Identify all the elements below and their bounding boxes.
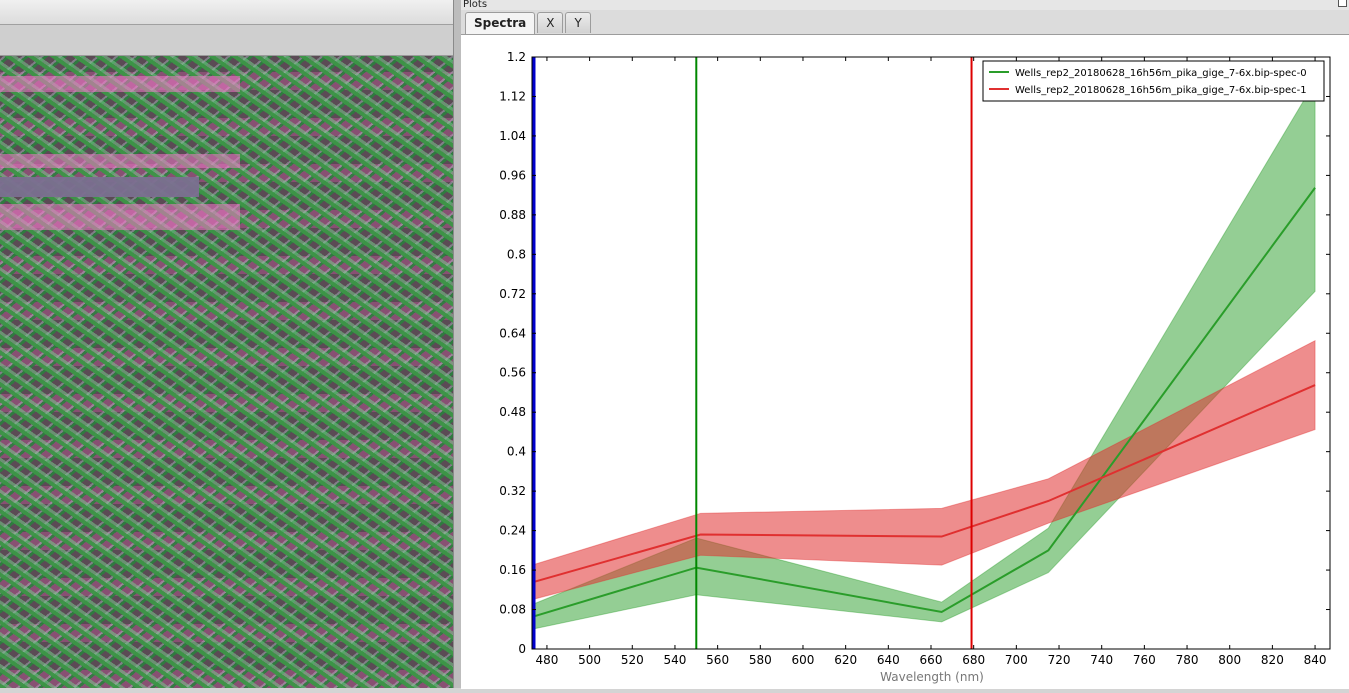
y-tick-label: 0 [518, 642, 526, 656]
y-tick-label: 0.4 [507, 445, 526, 459]
y-tick-label: 1.2 [507, 50, 526, 64]
y-tick-label: 0.8 [507, 247, 526, 261]
viewer-title-bar [0, 0, 456, 25]
spectra-chart[interactable]: 480 500 520 540 560 580 600 620 640 660 680 700 720 7… [461, 35, 1349, 689]
y-tick-label: 0.56 [499, 366, 526, 380]
x-tick-label: 820 [1261, 653, 1284, 667]
x-tick-label: 500 [578, 653, 601, 667]
x-tick-label: 700 [1005, 653, 1028, 667]
y-tick-label: 0.48 [499, 405, 526, 419]
x-tick-label: 680 [962, 653, 985, 667]
x-tick-label: 840 [1304, 653, 1327, 667]
y-ticks: 0 0.08 0.16 0.24 0.32 0.4 0.48 0.56 0.64 0.72 0.8 0… [499, 50, 1330, 656]
plots-header: Plots [461, 0, 1349, 10]
x-tick-label: 780 [1176, 653, 1199, 667]
x-tick-label: 600 [792, 653, 815, 667]
series-1-line [531, 384, 1316, 584]
y-tick-label: 0.16 [499, 563, 526, 577]
x-tick-label: 720 [1048, 653, 1071, 667]
x-tick-label: 540 [664, 653, 687, 667]
legend-box [982, 60, 1325, 102]
plots-title: Plots [463, 0, 488, 10]
mean-lines [531, 187, 1316, 618]
x-tick-label: 740 [1090, 653, 1113, 667]
tab-y[interactable]: Y [565, 12, 591, 33]
x-tick-label: 480 [535, 653, 558, 667]
x-tick-label: 660 [920, 653, 943, 667]
legend: Wells_rep2_20180628_16h56m_pika_gige_7-6… [982, 60, 1325, 102]
plot-canvas-frame: 480 500 520 540 560 580 600 620 640 660 680 700 720 7… [461, 34, 1349, 689]
plots-panel: Plots Spectra X Y 480 500 520 540 560 580 600 6… [461, 0, 1349, 689]
image-texture [0, 154, 240, 168]
y-tick-label: 0.32 [499, 484, 526, 498]
tab-x[interactable]: X [537, 12, 564, 33]
viewer-toolbar [0, 25, 456, 56]
y-tick-label: 0.72 [499, 287, 526, 301]
y-tick-label: 0.08 [499, 603, 526, 617]
y-tick-label: 1.04 [499, 129, 526, 143]
y-tick-label: 1.12 [499, 89, 526, 103]
x-tick-label: 580 [749, 653, 772, 667]
x-tick-label: 640 [877, 653, 900, 667]
x-axis-label: Wavelength (nm) [880, 670, 984, 684]
plot-tabs: Spectra X Y [465, 12, 593, 35]
y-tick-label: 0.24 [499, 524, 526, 538]
image-texture [0, 76, 240, 92]
y-tick-label: 0.64 [499, 326, 526, 340]
hyperspectral-image[interactable] [0, 56, 453, 688]
x-tick-label: 560 [706, 653, 729, 667]
image-texture [0, 204, 240, 230]
marker-lines [532, 57, 973, 649]
y-tick-label: 0.88 [499, 208, 526, 222]
image-viewer-panel [0, 0, 456, 688]
series-0-line [531, 187, 1316, 618]
x-tick-label: 800 [1218, 653, 1241, 667]
close-icon[interactable] [1338, 0, 1347, 7]
y-tick-label: 0.96 [499, 168, 526, 182]
x-tick-label: 520 [621, 653, 644, 667]
x-ticks: 480 500 520 540 560 580 600 620 640 660 680 700 720 7… [535, 57, 1327, 667]
tab-spectra[interactable]: Spectra [465, 12, 536, 35]
legend-entry: Wells_rep2_20180628_16h56m_pika_gige_7-6… [1015, 68, 1307, 79]
x-tick-label: 760 [1133, 653, 1156, 667]
selection-region[interactable] [0, 177, 199, 197]
x-tick-label: 620 [834, 653, 857, 667]
legend-entry: Wells_rep2_20180628_16h56m_pika_gige_7-6… [1015, 85, 1307, 96]
std-bands [531, 79, 1316, 630]
